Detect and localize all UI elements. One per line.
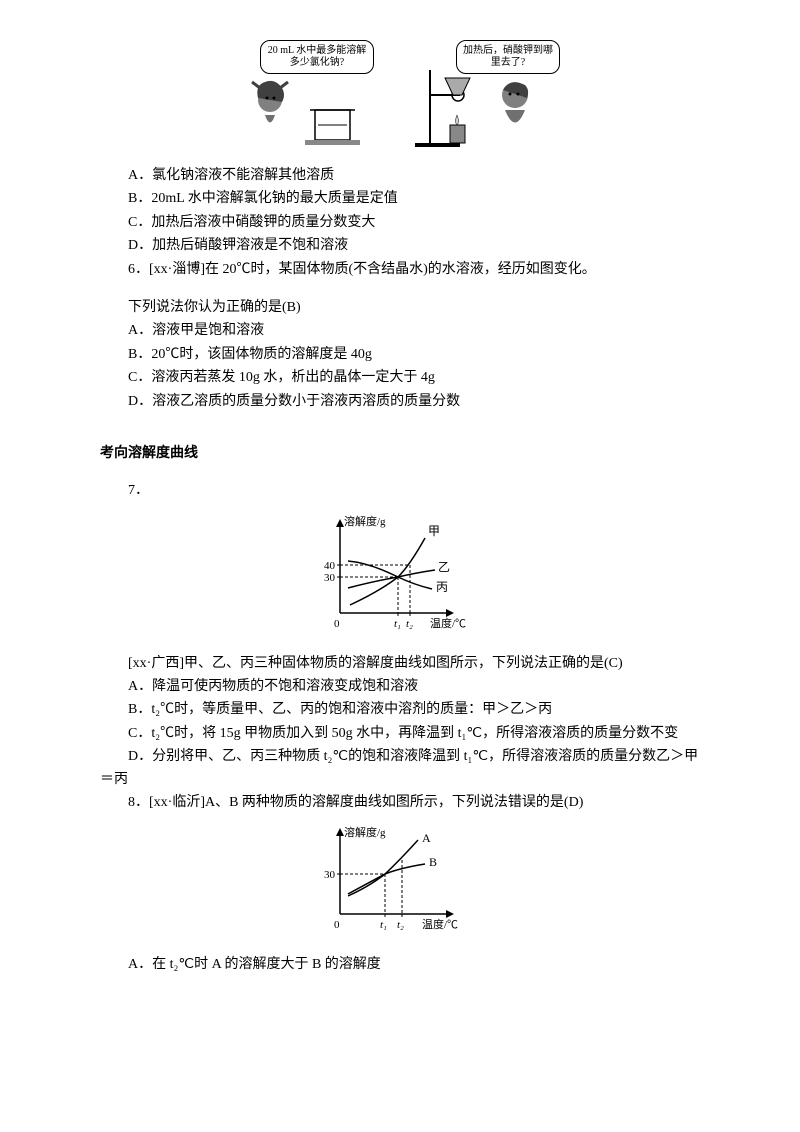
solubility-chart-q8: 溶解度/g 30 t₁ t₂ 0 温度/℃ A B [310,824,490,944]
q7-option-b: B．t₂℃时，等质量甲、乙、丙的饱和溶液中溶剂的质量：甲＞乙＞丙 [100,699,700,721]
svg-text:溶解度/g: 溶解度/g [344,825,386,839]
svg-text:t₁: t₁ [380,919,387,931]
q7-stem: [xx·广西]甲、乙、丙三种固体物质的溶解度曲线如图所示，下列说法正确的是(C) [100,653,700,675]
q7-option-d: D．分别将甲、乙、丙三种物质 t₂℃的饱和溶液降温到 t₁℃，所得溶液溶质的质量… [100,746,700,791]
q6-option-c: C．溶液丙若蒸发 10g 水，析出的晶体一定大于 4g [100,367,700,389]
q5-option-c: C．加热后溶液中硝酸钾的质量分数变大 [100,212,700,234]
svg-text:乙: 乙 [438,560,450,574]
svg-text:30: 30 [324,869,336,881]
q5-option-a: A．氯化钠溶液不能溶解其他溶质 [100,165,700,187]
bubble-left-text: 20 mL 水中最多能溶解多少氯化钠? [268,45,367,68]
svg-text:30: 30 [324,572,336,584]
left-scene: 20 mL 水中最多能溶解多少氯化钠? [240,40,390,150]
exam-page: 20 mL 水中最多能溶解多少氯化钠? 加热后，硝酸钾到哪里去了? [0,0,800,1132]
svg-text:丙: 丙 [436,580,448,594]
q6-option-d: D．溶液乙溶质的质量分数小于溶液丙溶质的质量分数 [100,391,700,413]
q8-chart-container: 溶解度/g 30 t₁ t₂ 0 温度/℃ A B [100,824,700,944]
svg-text:0: 0 [334,919,340,931]
right-scene: 加热后，硝酸钾到哪里去了? [410,40,560,150]
speech-bubble-right: 加热后，硝酸钾到哪里去了? [456,40,560,74]
svg-text:甲: 甲 [428,524,440,538]
q8-stem: 8．[xx·临沂]A、B 两种物质的溶解度曲线如图所示，下列说法错误的是(D) [100,792,700,814]
section-heading: 考向溶解度曲线 [100,443,700,465]
top-illustration: 20 mL 水中最多能溶解多少氯化钠? 加热后，硝酸钾到哪里去了? [100,40,700,150]
q7-option-c: C．t₂℃时，将 15g 甲物质加入到 50g 水中，再降温到 t₁℃，所得溶液… [100,723,700,745]
svg-text:温度/℃: 温度/℃ [430,616,466,630]
svg-text:t₂: t₂ [406,618,413,630]
q5-option-d: D．加热后硝酸钾溶液是不饱和溶液 [100,235,700,257]
svg-text:t₂: t₂ [397,919,404,931]
svg-text:溶解度/g: 溶解度/g [344,514,386,528]
bubble-right-text: 加热后，硝酸钾到哪里去了? [463,45,553,68]
svg-text:40: 40 [324,560,336,572]
svg-text:温度/℃: 温度/℃ [422,917,458,931]
svg-text:t₁: t₁ [394,618,401,630]
q6-option-a: A．溶液甲是饱和溶液 [100,320,700,342]
svg-text:A: A [422,831,431,845]
q8-option-a: A．在 t₂℃时 A 的溶解度大于 B 的溶解度 [100,954,700,976]
q7-option-a: A．降温可使丙物质的不饱和溶液变成饱和溶液 [100,676,700,698]
speech-bubble-left: 20 mL 水中最多能溶解多少氯化钠? [260,40,374,74]
q6-prompt: 下列说法你认为正确的是(B) [100,297,700,319]
svg-text:0: 0 [334,618,340,630]
spacer [100,282,700,296]
q7-chart-container: 40 30 溶解度/g t₁ t₂ 0 温度/℃ 甲 乙 丙 [100,513,700,643]
svg-text:B: B [429,855,437,869]
q6-option-b: B．20℃时，该固体物质的溶解度是 40g [100,344,700,366]
q6-stem: 6．[xx·淄博]在 20℃时，某固体物质(不含结晶水)的水溶液，经历如图变化。 [100,259,700,281]
q7-number: 7． [100,480,700,502]
solubility-chart-q7: 40 30 溶解度/g t₁ t₂ 0 温度/℃ 甲 乙 丙 [310,513,490,643]
q5-option-b: B．20mL 水中溶解氯化钠的最大质量是定值 [100,188,700,210]
